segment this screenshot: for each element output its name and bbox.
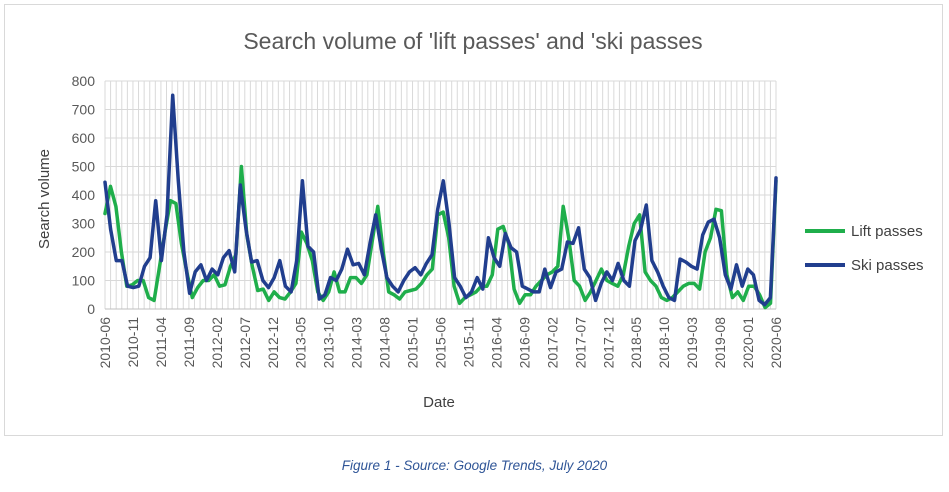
- series-line-ski-passes: [103, 93, 778, 307]
- legend-label: Ski passes: [851, 257, 924, 274]
- figure-caption: Figure 1 - Source: Google Trends, July 2…: [341, 458, 608, 473]
- x-tick-label: 2013-05: [293, 317, 309, 369]
- x-tick-label: 2011-04: [153, 317, 169, 368]
- x-tick-label: 2017-12: [600, 317, 616, 369]
- x-tick-label: 2018-05: [628, 317, 644, 369]
- x-tick-label: 2014-03: [349, 317, 365, 369]
- y-tick-label: 400: [72, 187, 96, 203]
- y-tick-label: 800: [72, 73, 96, 89]
- x-tick-label: 2016-09: [516, 317, 532, 369]
- x-tick-label: 2017-07: [572, 317, 588, 369]
- chart-title: Search volume of 'lift passes' and 'ski …: [243, 28, 702, 54]
- x-tick-label: 2017-02: [544, 317, 560, 369]
- legend-label: Lift passes: [851, 223, 923, 240]
- x-tick-label: 2018-10: [656, 317, 672, 369]
- x-tick-label: 2020-01: [740, 317, 756, 369]
- x-tick-label: 2019-03: [684, 317, 700, 369]
- y-tick-label: 200: [72, 244, 96, 260]
- x-tick-label: 2014-08: [377, 317, 393, 369]
- y-tick-label: 600: [72, 130, 96, 146]
- x-tick-label: 2016-04: [488, 317, 504, 369]
- y-tick-label: 0: [87, 301, 95, 317]
- line-chart: Search volume of 'lift passes' and 'ski …: [36, 28, 924, 411]
- x-tick-label: 2019-08: [712, 317, 728, 369]
- x-tick-label: 2010-06: [97, 317, 113, 369]
- y-tick-label: 100: [72, 273, 96, 289]
- x-tick-label: 2010-11: [125, 317, 141, 368]
- x-tick-label: 2011-09: [181, 317, 197, 368]
- y-tick-label: 500: [72, 159, 96, 175]
- x-tick-label: 2012-02: [209, 317, 225, 369]
- y-axis-label: Search volume: [36, 149, 53, 249]
- x-tick-label: 2015-11: [460, 317, 476, 368]
- y-tick-label: 300: [72, 216, 96, 232]
- x-tick-label: 2015-01: [405, 317, 421, 369]
- x-tick-label: 2012-12: [265, 317, 281, 369]
- x-tick-label: 2012-07: [237, 317, 253, 369]
- legend: Lift passes Ski passes: [805, 223, 924, 274]
- x-tick-label: 2020-06: [768, 317, 784, 369]
- series-line-lift-passes: [103, 164, 778, 310]
- chart-frame: Search volume of 'lift passes' and 'ski …: [4, 4, 943, 436]
- x-tick-label: 2015-06: [433, 317, 449, 369]
- x-tick-label: 2013-10: [321, 317, 337, 369]
- y-tick-label: 700: [72, 102, 96, 118]
- x-axis-label: Date: [423, 394, 455, 411]
